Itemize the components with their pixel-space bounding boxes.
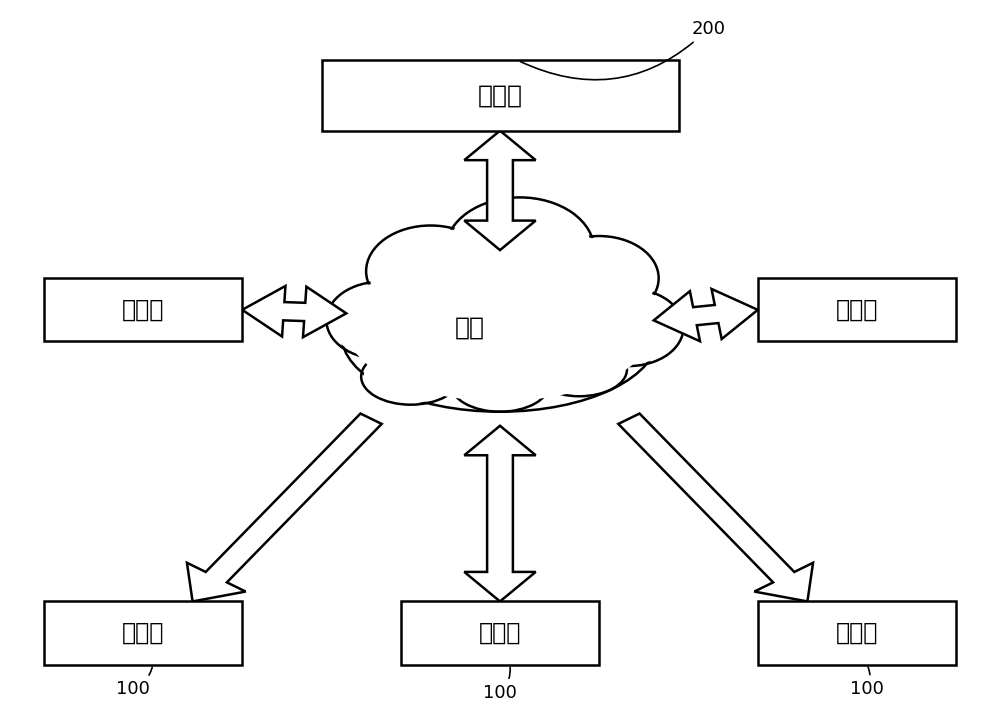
Ellipse shape (542, 237, 656, 319)
Polygon shape (242, 286, 346, 337)
Ellipse shape (326, 282, 436, 359)
Ellipse shape (448, 199, 592, 301)
Bar (401, 602, 599, 665)
Polygon shape (187, 414, 382, 602)
Text: 100: 100 (850, 667, 884, 698)
Ellipse shape (369, 228, 493, 315)
Ellipse shape (574, 289, 683, 366)
Ellipse shape (361, 348, 460, 405)
Ellipse shape (532, 343, 627, 396)
Ellipse shape (366, 225, 495, 317)
Text: 车位锁: 车位锁 (122, 621, 164, 645)
Text: 100: 100 (483, 668, 517, 702)
Bar (322, 60, 678, 131)
Text: 车位锁: 车位锁 (479, 621, 521, 645)
Bar (44, 602, 242, 665)
Ellipse shape (346, 254, 654, 401)
Bar (758, 602, 956, 665)
Ellipse shape (577, 291, 681, 364)
Polygon shape (654, 289, 758, 341)
Ellipse shape (453, 357, 547, 410)
Text: 门禁锁: 门禁锁 (836, 298, 878, 322)
Ellipse shape (445, 198, 594, 303)
Bar (44, 278, 242, 341)
Text: 网络: 网络 (455, 316, 485, 339)
Text: 车位锁: 车位锁 (836, 621, 878, 645)
Ellipse shape (450, 356, 550, 412)
Ellipse shape (364, 351, 458, 403)
Text: 100: 100 (116, 668, 152, 698)
Ellipse shape (534, 345, 624, 395)
Polygon shape (464, 131, 536, 250)
Ellipse shape (341, 257, 659, 412)
Text: 门禁锁: 门禁锁 (122, 298, 164, 322)
Text: 200: 200 (520, 20, 725, 80)
Ellipse shape (329, 284, 433, 357)
Polygon shape (618, 414, 813, 602)
Text: 服务器: 服务器 (478, 83, 522, 107)
Ellipse shape (540, 236, 659, 321)
Polygon shape (464, 426, 536, 602)
Bar (758, 278, 956, 341)
